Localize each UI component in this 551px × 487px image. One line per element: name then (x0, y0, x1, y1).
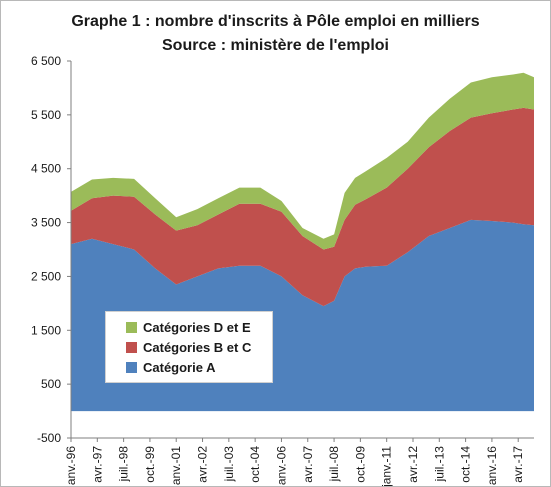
x-tick-label: janv.-16 (485, 446, 499, 486)
x-tick-label: avr.-02 (196, 446, 210, 483)
x-tick-label: avr.-17 (511, 446, 525, 483)
x-tick-label: janv.-96 (64, 446, 78, 486)
x-tick-label: avr.-97 (90, 446, 104, 483)
x-tick-label: janv.-06 (274, 446, 288, 486)
legend-label-b-c: Catégories B et C (143, 339, 252, 355)
chart-subtitle: Source : ministère de l'emploi (162, 37, 389, 54)
x-tick-label: oct.-14 (459, 446, 473, 483)
x-tick-label: janv.-01 (169, 446, 183, 486)
legend-label-a: Catégorie A (143, 359, 216, 375)
x-tick-label: juil.-13 (432, 446, 446, 483)
y-tick-label: 3 500 (31, 216, 61, 230)
legend-swatch-a (126, 361, 137, 373)
x-tick-label: juil.-08 (327, 446, 341, 483)
y-tick-label: 500 (41, 377, 61, 391)
x-tick-label: avr.-07 (301, 446, 315, 483)
legend-item-a: Catégorie A (106, 358, 215, 376)
legend-label-d-e: Catégories D et E (143, 319, 251, 335)
y-tick-label: 5 500 (31, 108, 61, 122)
legend-item-b-c: Catégories B et C (106, 338, 251, 356)
area-series-1 (71, 107, 534, 307)
y-tick-label: 4 500 (31, 162, 61, 176)
x-tick-label: juil.-98 (117, 446, 131, 483)
legend-item-d-e: Catégories D et E (106, 318, 251, 336)
legend-swatch-b-c (126, 341, 137, 353)
legend-swatch-d-e (126, 321, 137, 333)
x-tick-label: oct.-99 (143, 446, 157, 483)
x-tick-label: juil.-03 (222, 446, 236, 483)
y-tick-label: 1 500 (31, 323, 61, 337)
y-tick-label: 6 500 (31, 54, 61, 68)
area-series-2 (71, 72, 534, 250)
y-tick-label: 2 500 (31, 269, 61, 283)
y-tick-label: -500 (37, 431, 61, 445)
chart-title: Graphe 1 : nombre d'inscrits à Pôle empl… (71, 13, 480, 30)
x-tick-label: janv.-11 (380, 446, 394, 486)
x-tick-label: oct.-04 (248, 446, 262, 483)
x-tick-label: oct.-09 (353, 446, 367, 483)
chart-legend: Catégories D et E Catégories B et C Caté… (105, 311, 273, 383)
x-tick-label: avr.-12 (406, 446, 420, 483)
